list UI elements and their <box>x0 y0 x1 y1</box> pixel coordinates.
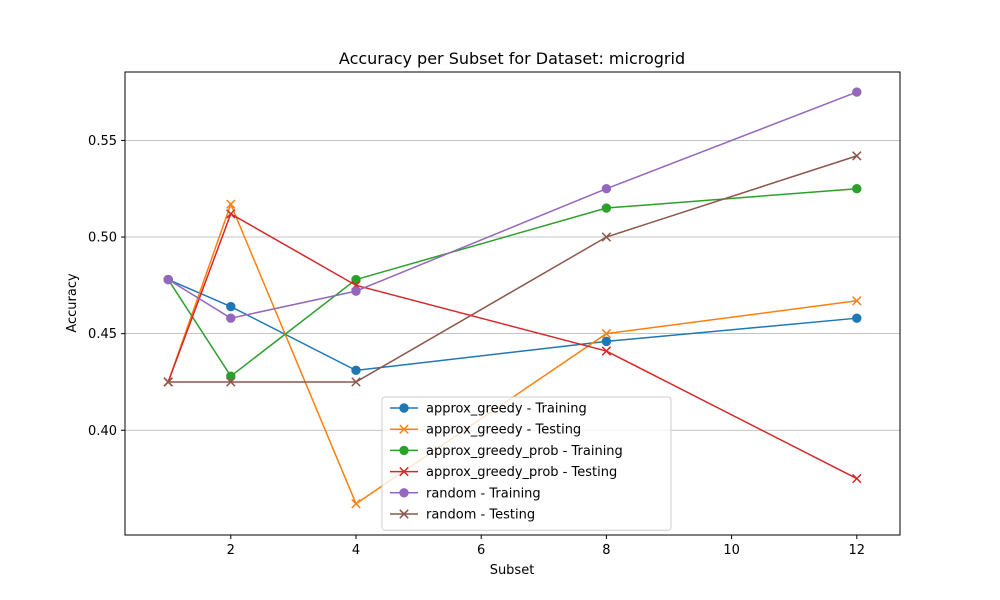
data-point <box>601 336 612 347</box>
legend-item: approx_greedy_prob - Training <box>390 444 623 459</box>
x-tick-label: 2 <box>227 543 235 558</box>
data-point <box>852 87 862 97</box>
data-point <box>601 203 612 213</box>
x-tick-label: 4 <box>352 543 360 558</box>
data-point <box>601 346 612 356</box>
series-line <box>167 278 857 372</box>
legend-label: approx_greedy - Testing <box>426 423 581 438</box>
legend-label: random - Training <box>426 486 541 501</box>
grid-lines <box>125 140 900 431</box>
data-point <box>852 296 862 306</box>
series-0 <box>163 274 862 376</box>
series-5 <box>163 151 862 387</box>
y-axis-ticks: 0.40 0.45 0.50 0.55 <box>88 134 125 439</box>
series-layer <box>163 87 862 509</box>
data-point <box>601 328 612 339</box>
legend-marker <box>399 445 409 456</box>
data-point <box>351 365 361 376</box>
data-point <box>226 377 236 387</box>
series-4 <box>163 87 862 323</box>
x-tick-label: 8 <box>602 543 610 558</box>
data-point <box>163 377 173 387</box>
legend-item: random - Training <box>390 486 541 501</box>
legend-item: approx_greedy - Testing <box>390 423 581 438</box>
plot-frame <box>124 71 901 536</box>
data-point <box>226 199 236 209</box>
series-2 <box>163 184 862 381</box>
data-point <box>226 301 236 312</box>
legend-marker <box>399 488 409 498</box>
data-point <box>852 151 862 161</box>
legend-label: approx_greedy_prob - Training <box>426 444 623 459</box>
data-point <box>601 232 612 242</box>
series-line <box>167 91 858 319</box>
x-axis-ticks: 2 4 6 8 10 12 <box>227 535 865 558</box>
x-tick-label: 10 <box>723 543 740 558</box>
data-point <box>226 209 236 219</box>
legend-marker <box>399 466 409 477</box>
y-tick-label: 0.40 <box>88 424 117 439</box>
data-point <box>226 371 236 381</box>
legend-marker <box>399 403 409 413</box>
legend-item: approx_greedy - Training <box>390 402 587 417</box>
data-point <box>163 274 173 285</box>
x-tick-label: 6 <box>477 543 485 558</box>
data-point <box>852 473 862 484</box>
data-point <box>351 498 361 509</box>
legend-label: approx_greedy_prob - Testing <box>426 465 617 480</box>
data-point <box>601 184 612 194</box>
legend-item: random - Testing <box>390 508 535 523</box>
data-point <box>226 313 236 323</box>
legend-marker <box>399 509 409 519</box>
series-line <box>167 187 857 378</box>
legend-box <box>381 396 672 531</box>
legend-label: approx_greedy - Training <box>426 402 587 417</box>
x-axis-label: Subset <box>490 563 535 578</box>
data-point <box>852 184 862 194</box>
x-tick-label: 12 <box>849 543 866 558</box>
legend-marker <box>399 424 409 434</box>
data-point <box>351 274 361 285</box>
data-point <box>351 377 361 387</box>
series-line <box>168 155 858 383</box>
y-axis-label: Accuracy <box>65 273 80 333</box>
data-point <box>852 313 862 323</box>
y-tick-label: 0.55 <box>88 134 117 149</box>
y-tick-label: 0.50 <box>88 231 117 246</box>
y-tick-label: 0.45 <box>88 327 117 342</box>
legend-item: approx_greedy_prob - Testing <box>390 465 617 480</box>
data-point <box>351 286 361 296</box>
chart-title: Accuracy per Subset for Dataset: microgr… <box>339 49 685 68</box>
legend-label: random - Testing <box>426 508 535 523</box>
legend: approx_greedy - Training approx_greedy - … <box>381 396 672 531</box>
